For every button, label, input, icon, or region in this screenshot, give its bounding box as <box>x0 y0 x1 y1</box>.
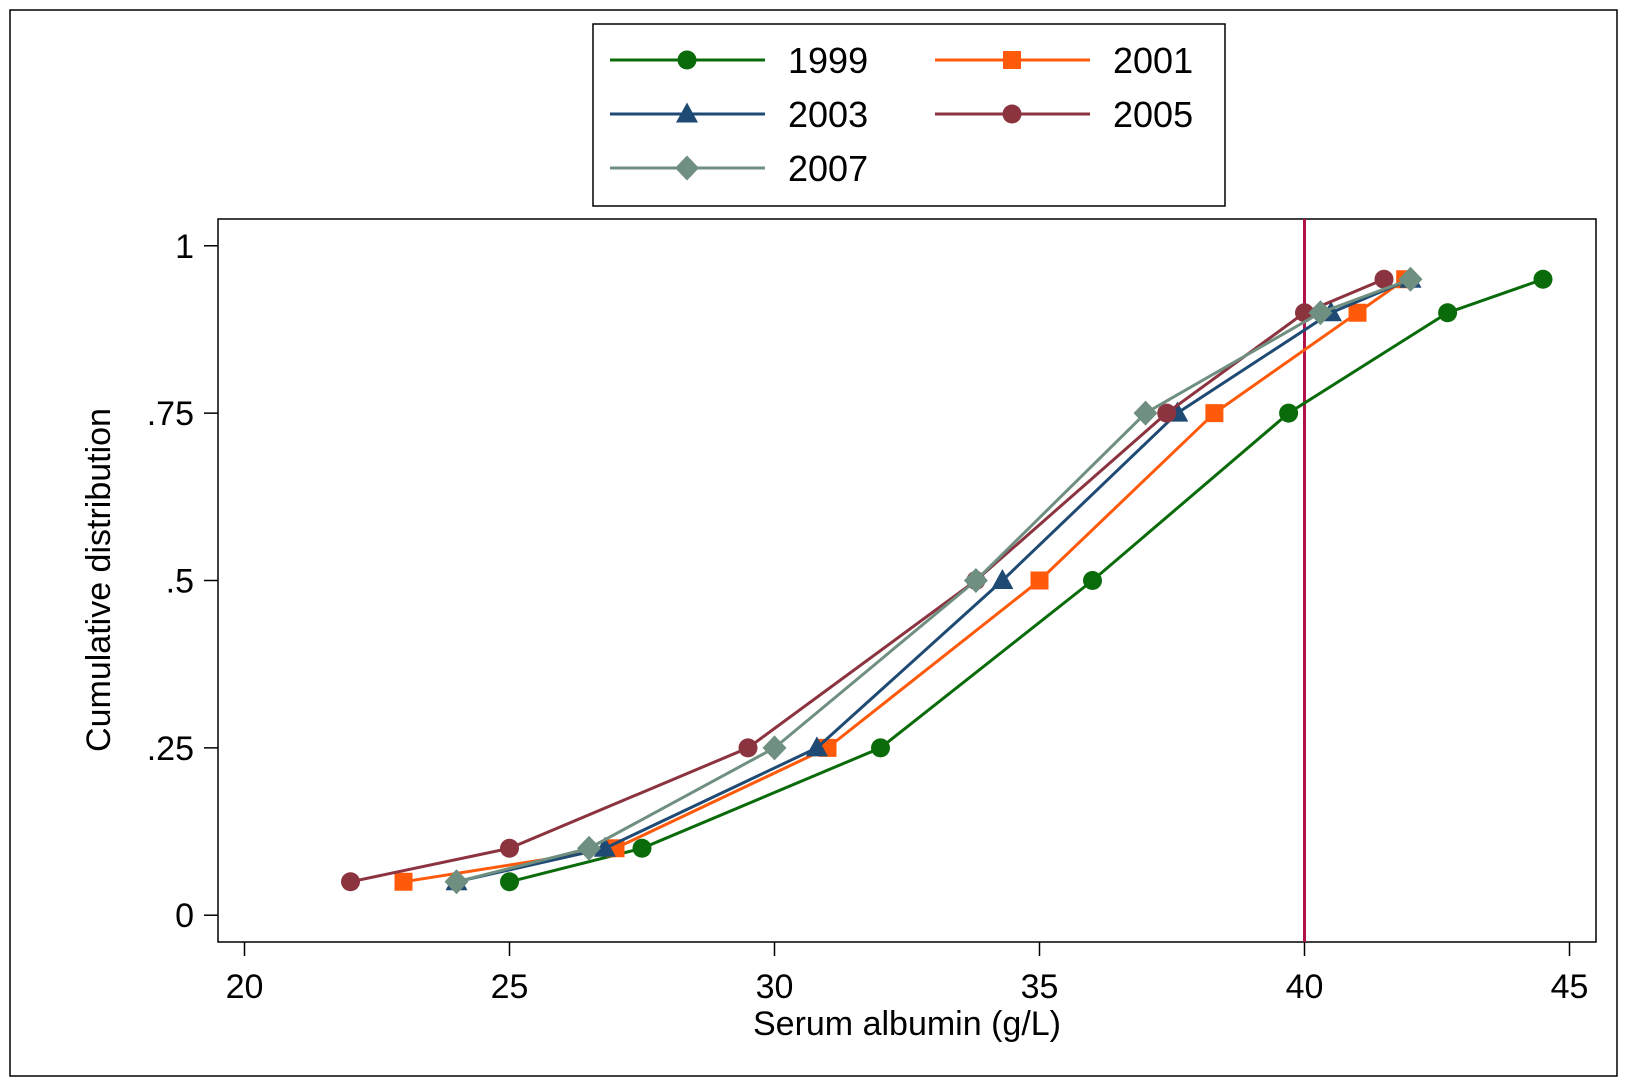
x-tick-label: 45 <box>1551 968 1589 1006</box>
legend-label: 2001 <box>1113 40 1193 81</box>
data-point <box>1083 571 1102 590</box>
y-tick-label: .25 <box>147 730 194 768</box>
legend-marker <box>677 50 697 70</box>
legend-marker <box>675 155 699 181</box>
legend-item-2007: 2007 <box>610 148 868 189</box>
series-1999 <box>500 269 1553 892</box>
legend-item-2001: 2001 <box>935 40 1193 81</box>
data-point <box>1308 300 1333 326</box>
data-point <box>500 838 519 858</box>
data-point <box>1374 269 1394 289</box>
x-axis-label: Serum albumin (g/L) <box>753 1005 1061 1043</box>
data-point <box>1133 400 1158 426</box>
y-tick-label: 1 <box>175 228 194 266</box>
data-point <box>1398 266 1423 292</box>
legend-marker <box>676 102 698 123</box>
legend-item-1999: 1999 <box>610 40 868 81</box>
data-point <box>1157 403 1177 423</box>
legend-item-2003: 2003 <box>610 94 868 135</box>
data-point <box>871 738 890 758</box>
data-point <box>1348 303 1367 322</box>
legend-marker <box>1003 51 1021 69</box>
legend-label: 2003 <box>788 94 868 135</box>
y-tick-label: .5 <box>166 563 194 601</box>
axes: 20 25 30 35 40 45 0 .25 .5 .75 1 <box>147 228 1589 1006</box>
x-tick-label: 25 <box>491 968 529 1006</box>
y-tick-label: 0 <box>175 897 194 935</box>
y-tick-label: .75 <box>147 395 194 433</box>
legend-item-2005: 2005 <box>935 94 1193 135</box>
data-point <box>577 835 601 861</box>
legend: 1999 2001 2003 2005 2007 <box>592 23 1226 207</box>
x-tick-label: 30 <box>756 968 794 1006</box>
legend-marker <box>1002 104 1022 124</box>
x-tick-label: 35 <box>1021 968 1059 1006</box>
data-point <box>444 869 469 895</box>
data-point <box>1279 403 1299 423</box>
data-point <box>991 569 1014 589</box>
data-point <box>1030 571 1049 590</box>
legend-label: 2005 <box>1113 94 1193 135</box>
series-group <box>341 266 1553 895</box>
data-point <box>394 872 413 891</box>
data-point <box>805 736 828 757</box>
data-point <box>762 735 787 761</box>
data-point <box>500 872 519 892</box>
data-point <box>738 738 758 758</box>
x-tick-label: 20 <box>226 968 264 1006</box>
y-axis-label: Cumulative distribution <box>80 408 118 752</box>
legend-label: 1999 <box>788 40 868 81</box>
x-tick-label: 40 <box>1286 968 1324 1006</box>
data-point <box>593 836 616 857</box>
data-point <box>963 568 988 593</box>
data-point <box>632 838 652 858</box>
data-point <box>1438 303 1458 323</box>
series-2007 <box>444 266 1423 895</box>
data-point <box>341 872 360 892</box>
data-point <box>1205 404 1224 423</box>
legend-label: 2007 <box>788 148 868 189</box>
data-point <box>1533 269 1553 289</box>
